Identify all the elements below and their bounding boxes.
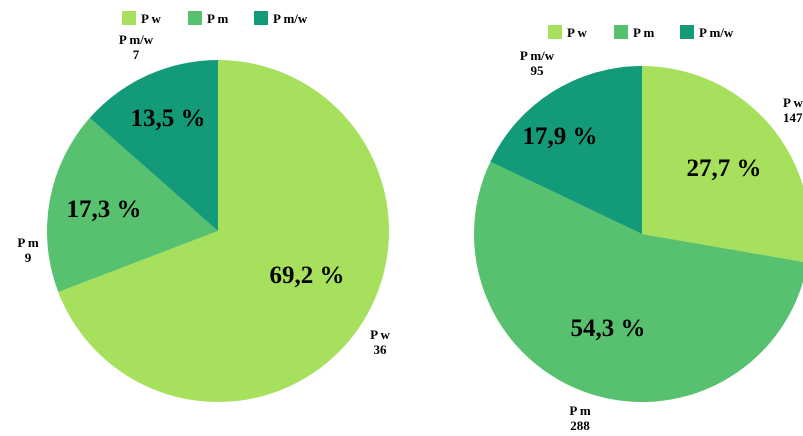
legend-label-p-m: P m	[633, 25, 654, 40]
legend-swatch-p-m	[614, 25, 628, 39]
category-label-p-m-w: P m/w	[119, 32, 154, 47]
legend-swatch-p-m-w	[254, 11, 268, 25]
category-label-p-w: P w	[783, 95, 803, 110]
legend-label-p-w: P w	[141, 11, 161, 26]
count-label-p-m: 288	[570, 418, 590, 433]
pie-slice-p-m	[47, 117, 219, 292]
pie-slice-p-m-w	[89, 60, 218, 231]
pie-slice-p-m-w	[490, 66, 642, 234]
category-label-p-m: P m	[569, 403, 590, 418]
legend-label-p-m-w: P m/w	[699, 25, 734, 40]
count-label-p-m: 9	[25, 250, 32, 265]
percent-label-p-w: 27,7 %	[687, 155, 762, 182]
legend-label-p-m: P m	[207, 11, 228, 26]
category-label-p-m: P m	[17, 235, 38, 250]
pie-slice-p-m	[474, 161, 803, 402]
percent-label-p-m-w: 17,9 %	[523, 123, 598, 150]
percent-label-p-m: 54,3 %	[571, 315, 646, 342]
count-label-p-w: 147	[783, 110, 803, 125]
legend-swatch-p-w	[548, 25, 562, 39]
count-label-p-w: 36	[374, 342, 388, 357]
legend-label-p-m-w: P m/w	[273, 11, 308, 26]
legend-swatch-p-m	[188, 11, 202, 25]
category-label-p-m-w: P m/w	[520, 48, 555, 63]
percent-label-p-w: 69,2 %	[270, 262, 345, 289]
category-label-p-w: P w	[370, 327, 390, 342]
percent-label-p-m-w: 13,5 %	[131, 105, 206, 132]
legend-swatch-p-w	[122, 11, 136, 25]
pie-slice-p-w	[58, 60, 389, 402]
pie-slice-p-w	[642, 66, 803, 262]
legend-swatch-p-m-w	[680, 25, 694, 39]
percent-label-p-m: 17,3 %	[67, 196, 142, 223]
count-label-p-m-w: 7	[133, 47, 140, 62]
legend-label-p-w: P w	[567, 25, 587, 40]
count-label-p-m-w: 95	[531, 63, 545, 78]
